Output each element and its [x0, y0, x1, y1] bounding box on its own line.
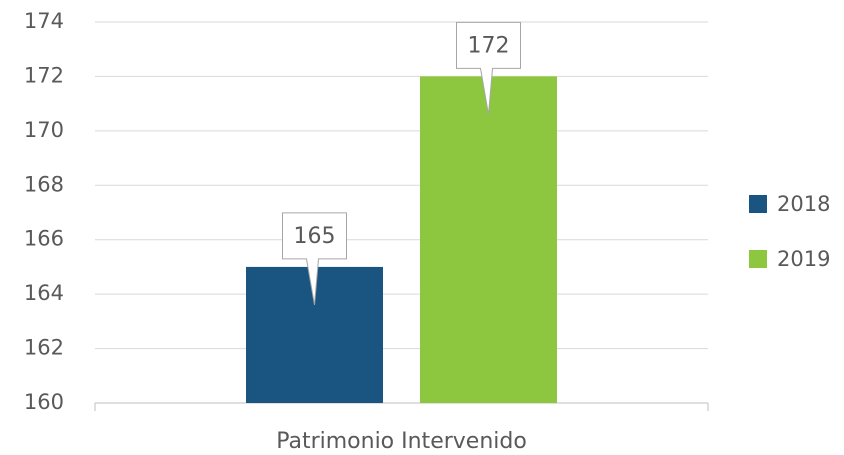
- data-label: 172: [468, 33, 510, 58]
- y-tick-label: 164: [24, 281, 64, 305]
- y-tick-label: 172: [24, 63, 64, 87]
- y-tick-label: 174: [24, 9, 64, 33]
- y-tick-label: 162: [24, 336, 64, 360]
- data-label-callout: [282, 212, 347, 306]
- bar: [420, 76, 557, 403]
- x-tick-label: Patrimonio Intervenido: [276, 429, 527, 454]
- data-label: 165: [294, 224, 336, 249]
- y-tick-label: 168: [24, 172, 64, 196]
- legend-label: 2018: [777, 192, 830, 216]
- y-tick-label: 170: [24, 118, 64, 142]
- y-tick-label: 160: [24, 390, 64, 414]
- legend-swatch: [749, 250, 767, 268]
- legend-label: 2019: [777, 247, 830, 271]
- data-label-callout: [456, 21, 521, 115]
- legend-swatch: [749, 195, 767, 213]
- y-tick-label: 166: [24, 227, 64, 251]
